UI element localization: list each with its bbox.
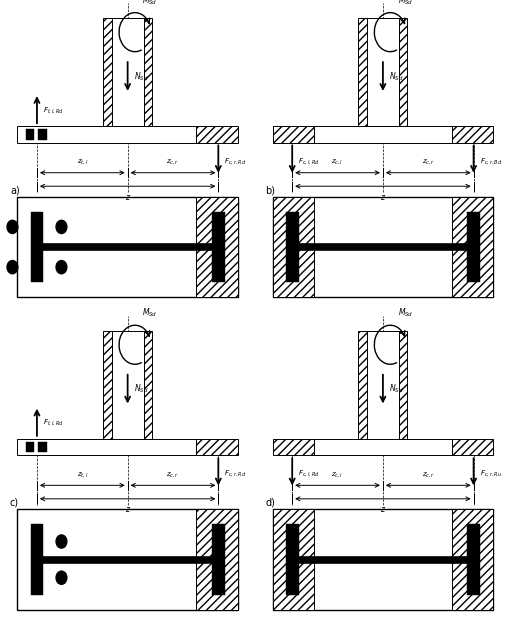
Bar	[358, 18, 367, 126]
Text: $M_{Sd}$: $M_{Sd}$	[398, 307, 413, 319]
Bar	[273, 439, 314, 456]
Text: $F_{c,l,Rd}$: $F_{c,l,Rd}$	[298, 156, 320, 166]
Bar	[112, 18, 144, 126]
Bar	[196, 509, 238, 610]
Text: $N_{Sd}$: $N_{Sd}$	[389, 70, 403, 83]
Text: $N_{Sd}$: $N_{Sd}$	[134, 383, 148, 396]
Text: $z_{c,r}$: $z_{c,r}$	[422, 157, 435, 166]
Text: b): b)	[265, 185, 275, 195]
Text: $M_{Sd}$: $M_{Sd}$	[142, 307, 158, 319]
Bar	[30, 212, 43, 282]
Circle shape	[7, 220, 18, 233]
Bar	[273, 509, 314, 610]
Bar	[273, 509, 493, 610]
Bar	[286, 212, 299, 282]
Bar	[467, 524, 480, 595]
Text: $z_{c,l}$: $z_{c,l}$	[331, 470, 344, 478]
Bar	[399, 331, 407, 439]
Bar	[17, 509, 238, 610]
Text: $F_{c,r,Bd}$: $F_{c,r,Bd}$	[480, 156, 502, 166]
Text: $F_{t,l,Rd}$: $F_{t,l,Rd}$	[43, 105, 64, 115]
Bar	[103, 331, 112, 439]
Text: $z$: $z$	[380, 193, 386, 202]
Bar	[30, 524, 43, 595]
Text: $F_{c,r,Rd}$: $F_{c,r,Rd}$	[225, 156, 247, 166]
Bar	[103, 18, 112, 126]
Text: $F_{t,l,Rd}$: $F_{t,l,Rd}$	[43, 417, 64, 427]
Circle shape	[56, 571, 67, 584]
Text: d): d)	[265, 498, 275, 508]
Bar	[38, 442, 47, 452]
Text: $z_{t,l}$: $z_{t,l}$	[77, 157, 88, 166]
Text: c): c)	[10, 498, 19, 508]
Circle shape	[56, 535, 67, 548]
Bar	[112, 331, 144, 439]
Bar	[314, 126, 452, 143]
Bar	[196, 126, 238, 143]
Bar	[358, 331, 367, 439]
Text: $z$: $z$	[124, 193, 131, 202]
Text: $N_{Sd}$: $N_{Sd}$	[389, 383, 403, 396]
Bar	[144, 18, 152, 126]
Bar	[196, 197, 238, 297]
Bar	[17, 126, 196, 143]
Text: $N_{Sd}$: $N_{Sd}$	[134, 70, 148, 83]
Bar	[212, 212, 225, 282]
Bar	[196, 439, 238, 456]
Text: $z_{c,r}$: $z_{c,r}$	[167, 470, 179, 478]
Bar	[367, 331, 399, 439]
Bar	[467, 212, 480, 282]
Text: $M_{Sd}$: $M_{Sd}$	[142, 0, 158, 7]
Text: $z_{c,r}$: $z_{c,r}$	[422, 470, 435, 478]
Bar	[144, 331, 152, 439]
Text: $F_{c,l,Rd}$: $F_{c,l,Rd}$	[298, 469, 320, 478]
Bar	[273, 126, 314, 143]
Bar	[452, 126, 493, 143]
Bar	[38, 129, 47, 140]
Text: $z_{t,l}$: $z_{t,l}$	[77, 470, 88, 478]
Text: a): a)	[10, 185, 20, 195]
Bar	[399, 18, 407, 126]
Text: $F_{c,r,Ru}$: $F_{c,r,Ru}$	[480, 469, 502, 478]
Bar	[314, 439, 452, 456]
Text: $M_{Sd}$: $M_{Sd}$	[398, 0, 413, 7]
Bar	[273, 197, 493, 297]
Bar	[367, 18, 399, 126]
Bar	[17, 439, 196, 456]
Bar	[452, 439, 493, 456]
Text: $F_{c,r,Rd}$: $F_{c,r,Rd}$	[225, 469, 247, 478]
Circle shape	[7, 261, 18, 274]
Bar	[26, 129, 35, 140]
Circle shape	[56, 220, 67, 233]
Text: $z_{c,l}$: $z_{c,l}$	[331, 157, 344, 166]
Circle shape	[56, 261, 67, 274]
Bar	[212, 524, 225, 595]
Bar	[286, 524, 299, 595]
Text: $z$: $z$	[124, 506, 131, 514]
Text: $z_{c,r}$: $z_{c,r}$	[167, 157, 179, 166]
Bar	[26, 442, 35, 452]
Text: $z$: $z$	[380, 506, 386, 514]
Bar	[273, 197, 314, 297]
Bar	[17, 197, 238, 297]
Bar	[452, 197, 493, 297]
Bar	[452, 509, 493, 610]
